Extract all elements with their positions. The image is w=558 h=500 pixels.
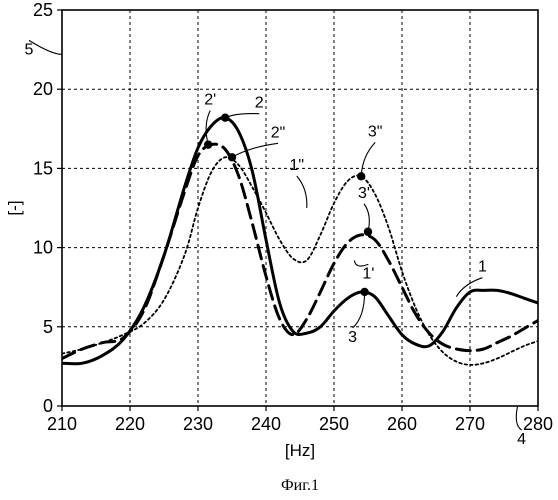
- x-tick-label-270: 270: [455, 414, 485, 434]
- x-tick-label-280: 280: [523, 414, 553, 434]
- reference-label-3: 4: [517, 431, 526, 448]
- figure-caption: Фиг.1: [281, 477, 319, 494]
- x-tick-label-220: 220: [115, 414, 145, 434]
- y-tick-label-20: 20: [33, 79, 53, 99]
- reference-label-4: 5: [25, 41, 34, 58]
- marker-label-4: 3': [358, 185, 370, 202]
- marker-label-0: 2: [255, 95, 264, 112]
- point-marker-0: [221, 114, 229, 122]
- reference-label-0: 1: [478, 259, 487, 276]
- x-tick-label-250: 250: [319, 414, 349, 434]
- y-tick-label-25: 25: [33, 0, 53, 20]
- y-tick-label-10: 10: [33, 238, 53, 258]
- marker-label-2: 2": [271, 124, 286, 141]
- reference-label-1: 1": [290, 157, 305, 174]
- x-axis-label: [Hz]: [285, 441, 315, 460]
- y-tick-label-5: 5: [43, 317, 53, 337]
- x-tick-label-230: 230: [183, 414, 213, 434]
- x-tick-label-240: 240: [251, 414, 281, 434]
- x-tick-label-210: 210: [47, 414, 77, 434]
- reference-label-2: 1': [362, 265, 374, 282]
- marker-label-3: 3": [368, 123, 383, 140]
- marker-label-5: 3: [348, 329, 357, 346]
- y-tick-label-15: 15: [33, 158, 53, 178]
- marker-label-1: 2': [204, 92, 216, 109]
- y-axis-label: [-]: [5, 200, 24, 215]
- y-tick-label-0: 0: [43, 396, 53, 416]
- x-tick-label-260: 260: [387, 414, 417, 434]
